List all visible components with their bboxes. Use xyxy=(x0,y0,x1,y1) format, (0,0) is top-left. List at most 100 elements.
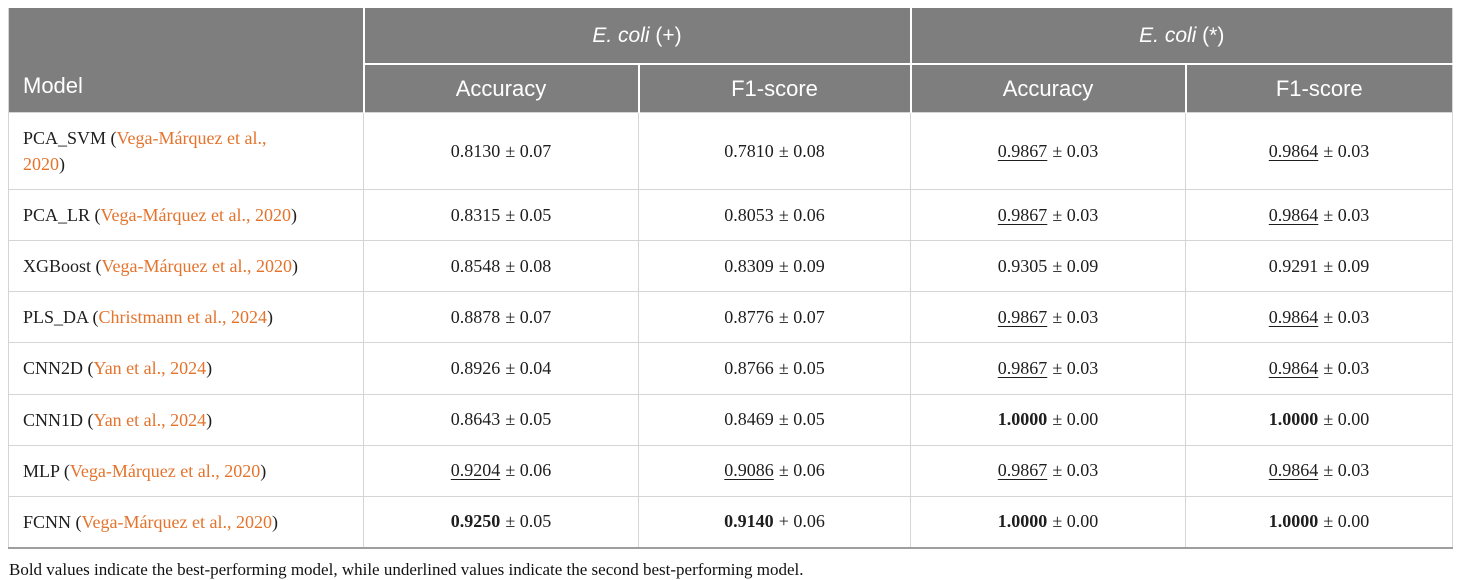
model-label: XGBoost (Vega-Márquez et al., 2020) xyxy=(23,253,353,279)
model-label: PCA_SVM (Vega-Márquez et al., 2020) xyxy=(23,125,303,177)
header-sub-row: Accuracy F1-score Accuracy F1-score xyxy=(9,63,1453,113)
model-name-text: FCNN ( xyxy=(23,511,82,532)
metric-value: 1.0000 xyxy=(997,409,1048,430)
metric-error: ± 0.06 xyxy=(505,460,552,481)
citation-link[interactable]: Yan et al., 2024 xyxy=(93,409,207,430)
metric-error: ± 0.05 xyxy=(505,409,552,430)
citation-link[interactable]: Vega-Márquez et al., 2020 xyxy=(69,460,261,481)
metric-error: ± 0.03 xyxy=(1052,306,1099,327)
model-name-text: ) xyxy=(290,205,297,226)
model-name-text: CNN2D ( xyxy=(23,358,94,379)
metric-value: 0.8643 xyxy=(450,409,501,430)
metric-value: 0.9864 xyxy=(1268,140,1319,161)
value-cell: 0.9086 ± 0.06 xyxy=(638,444,911,497)
value-cell: 0.9867 ± 0.03 xyxy=(910,342,1186,395)
value-cell: 0.8315 ± 0.05 xyxy=(363,189,639,241)
model-cell: CNN1D (Yan et al., 2024) xyxy=(8,393,364,446)
model-cell: MLP (Vega-Márquez et al., 2020) xyxy=(8,444,364,497)
model-name-text: ) xyxy=(291,256,298,277)
citation-link[interactable]: Christmann et al., 2024 xyxy=(98,307,267,328)
metric-value: 0.8053 xyxy=(724,204,774,225)
metric-value: 0.7810 xyxy=(724,140,774,161)
metric-error: ± 0.08 xyxy=(778,140,825,161)
results-table: Model E. coli (+) E. coli (*) Accuracy F… xyxy=(8,8,1453,549)
metric-value: 0.9867 xyxy=(997,204,1048,225)
metric-value: 0.8926 xyxy=(450,358,501,379)
value-cell: 0.9867 ± 0.03 xyxy=(910,189,1186,241)
metric-value: 0.8315 xyxy=(450,204,501,225)
citation-link[interactable]: Vega-Márquez et al., 2020 xyxy=(81,511,272,532)
ecoli-plus-suffix-label: (+) xyxy=(649,23,682,47)
metric-error: ± 0.09 xyxy=(1052,255,1099,276)
value-cell: 0.9291 ± 0.09 xyxy=(1185,240,1453,292)
model-label: CNN2D (Yan et al., 2024) xyxy=(23,355,353,381)
metric-value: 0.9250 xyxy=(450,511,501,532)
model-cell: XGBoost (Vega-Márquez et al., 2020) xyxy=(8,240,364,292)
value-cell: 0.8766 ± 0.05 xyxy=(638,342,911,395)
metric-error: ± 0.03 xyxy=(1052,140,1099,161)
model-cell: PLS_DA (Christmann et al., 2024) xyxy=(8,291,364,343)
metric-error: ± 0.03 xyxy=(1052,358,1099,379)
value-cell: 0.8926 ± 0.04 xyxy=(363,342,639,395)
model-cell: FCNN (Vega-Márquez et al., 2020) xyxy=(8,495,364,548)
model-name-text: XGBoost ( xyxy=(23,256,102,277)
model-cell: PCA_SVM (Vega-Márquez et al., 2020) xyxy=(8,111,364,190)
table-row: PCA_SVM (Vega-Márquez et al., 2020) 0.81… xyxy=(8,111,1453,190)
metric-error: ± 0.05 xyxy=(505,511,552,532)
ecoli-star-suffix-label: (*) xyxy=(1196,23,1225,47)
citation-link[interactable]: Vega-Márquez et al., 2020 xyxy=(23,128,267,175)
value-cell: 0.8469 ± 0.05 xyxy=(638,393,911,446)
metric-error: ± 0.03 xyxy=(1052,460,1099,481)
ecoli-plus-species-label: E. coli xyxy=(592,23,650,47)
value-cell: 1.0000 ± 0.00 xyxy=(910,393,1186,446)
value-cell: 0.8776 ± 0.07 xyxy=(638,291,911,343)
metric-error: ± 0.05 xyxy=(778,409,825,430)
model-cell: CNN2D (Yan et al., 2024) xyxy=(8,342,364,395)
model-name-text: MLP ( xyxy=(23,460,70,481)
value-cell: 1.0000 ± 0.00 xyxy=(1185,495,1453,548)
column-header-f1-star: F1-score xyxy=(1184,63,1453,113)
metric-value: 0.9864 xyxy=(1268,204,1319,225)
value-cell: 0.9305 ± 0.09 xyxy=(910,240,1186,292)
metric-error: ± 0.06 xyxy=(778,204,825,225)
metric-value: 0.8776 xyxy=(724,306,774,327)
value-cell: 0.8309 ± 0.09 xyxy=(638,240,911,292)
metric-error: ± 0.03 xyxy=(1323,306,1370,327)
metric-error: + 0.06 xyxy=(778,511,825,532)
metric-error: ± 0.09 xyxy=(778,255,825,276)
model-label: CNN1D (Yan et al., 2024) xyxy=(23,407,353,433)
table-row: XGBoost (Vega-Márquez et al., 2020) 0.85… xyxy=(8,240,1453,292)
metric-value: 0.9140 xyxy=(724,511,774,532)
table-header: Model E. coli (+) E. coli (*) Accuracy F… xyxy=(8,8,1453,113)
value-cell: 0.8053 ± 0.06 xyxy=(638,189,911,241)
metric-value: 0.9305 xyxy=(997,255,1048,276)
model-label: PLS_DA (Christmann et al., 2024) xyxy=(23,304,353,330)
value-cell: 1.0000 ± 0.00 xyxy=(910,495,1186,548)
value-cell: 0.9864 ± 0.03 xyxy=(1185,444,1453,497)
citation-link[interactable]: Yan et al., 2024 xyxy=(93,358,207,379)
citation-link[interactable]: Vega-Márquez et al., 2020 xyxy=(100,205,291,226)
metric-error: ± 0.03 xyxy=(1323,358,1370,379)
value-cell: 1.0000 ± 0.00 xyxy=(1185,393,1453,446)
citation-link[interactable]: Vega-Márquez et al., 2020 xyxy=(101,256,292,277)
metric-error: ± 0.05 xyxy=(778,358,825,379)
metric-error: ± 0.00 xyxy=(1052,409,1099,430)
value-cell: 0.8130 ± 0.07 xyxy=(363,111,639,190)
value-cell: 0.9204 ± 0.06 xyxy=(363,444,639,497)
model-name-text: ) xyxy=(206,358,213,379)
metric-value: 0.8766 xyxy=(724,358,774,379)
metric-value: 1.0000 xyxy=(1268,409,1319,430)
value-cell: 0.9864 ± 0.03 xyxy=(1185,342,1453,395)
value-cell: 0.9250 ± 0.05 xyxy=(363,495,639,548)
metric-value: 1.0000 xyxy=(997,511,1048,532)
table-row: PCA_LR (Vega-Márquez et al., 2020) 0.831… xyxy=(8,189,1453,241)
metric-value: 0.8878 xyxy=(450,306,501,327)
value-cell: 0.8878 ± 0.07 xyxy=(363,291,639,343)
value-cell: 0.9867 ± 0.03 xyxy=(910,444,1186,497)
column-header-f1-plus: F1-score xyxy=(637,63,911,113)
metric-value: 0.9864 xyxy=(1268,358,1319,379)
group-header-ecoli-star: E. coli (*) xyxy=(909,8,1453,64)
value-cell: 0.8548 ± 0.08 xyxy=(363,240,639,292)
metric-value: 0.9867 xyxy=(997,140,1048,161)
footnote: Bold values indicate the best-performing… xyxy=(9,559,804,579)
